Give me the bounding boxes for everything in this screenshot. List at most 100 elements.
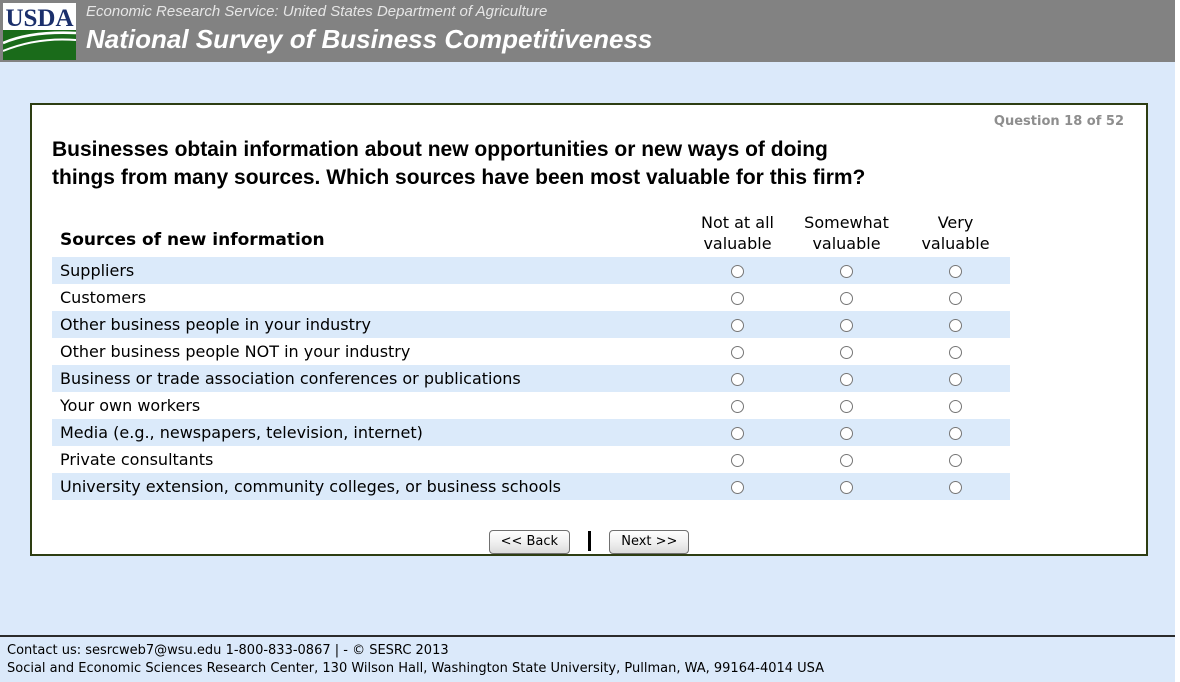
header-banner: USDA Economic Research Service: United S…: [0, 0, 1175, 62]
footer-contact-line: Contact us: sesrcweb7@wsu.edu 1-800-833-…: [7, 642, 1175, 660]
radio-cell: [683, 261, 792, 280]
radio-cell: [901, 369, 1010, 388]
radio-option[interactable]: [949, 373, 962, 386]
table-row-header: Sources of new information: [60, 230, 325, 250]
radio-option[interactable]: [840, 454, 853, 467]
radio-option[interactable]: [949, 265, 962, 278]
navigation-row: << Back Next >>: [52, 530, 1126, 554]
back-button[interactable]: << Back: [488, 530, 571, 554]
radio-cell: [683, 423, 792, 442]
contact-email-link[interactable]: sesrcweb7@wsu.edu: [85, 643, 222, 658]
radio-option[interactable]: [840, 400, 853, 413]
radio-cell: [792, 315, 901, 334]
question-panel: Question 18 of 52 Businesses obtain info…: [30, 103, 1148, 556]
question-text: Businesses obtain information about new …: [52, 136, 1126, 192]
radio-cell: [901, 477, 1010, 496]
table-row: University extension, community colleges…: [52, 473, 1010, 500]
table-row: Suppliers: [52, 257, 1010, 284]
radio-option[interactable]: [949, 346, 962, 359]
column-header-very: Very valuable: [921, 213, 990, 253]
main-area: Question 18 of 52 Businesses obtain info…: [0, 62, 1175, 635]
sources-table: Sources of new information Not at all va…: [52, 209, 1010, 500]
radio-cell: [792, 423, 901, 442]
radio-cell: [792, 477, 901, 496]
contact-suffix: 1-800-833-0867 | - © SESRC 2013: [225, 643, 449, 658]
radio-option[interactable]: [731, 292, 744, 305]
row-label: Customers: [60, 288, 147, 307]
footer-address-line: Social and Economic Sciences Research Ce…: [7, 661, 825, 676]
radio-cell: [792, 369, 901, 388]
column-header-not-at-all: Not at all valuable: [701, 213, 774, 253]
row-label: Business or trade association conference…: [60, 369, 521, 388]
radio-option[interactable]: [731, 427, 744, 440]
survey-title: National Survey of Business Competitiven…: [86, 24, 653, 54]
radio-cell: [683, 342, 792, 361]
radio-option[interactable]: [840, 319, 853, 332]
table-row: Your own workers: [52, 392, 1010, 419]
table-row: Other business people in your industry: [52, 311, 1010, 338]
radio-cell: [792, 450, 901, 469]
radio-cell: [901, 315, 1010, 334]
radio-cell: [683, 396, 792, 415]
header-text: Economic Research Service: United States…: [86, 0, 1175, 56]
radio-option[interactable]: [840, 427, 853, 440]
radio-option[interactable]: [731, 265, 744, 278]
radio-option[interactable]: [840, 481, 853, 494]
radio-option[interactable]: [731, 373, 744, 386]
question-text-line1: Businesses obtain information about new …: [52, 138, 828, 161]
radio-cell: [792, 342, 901, 361]
usda-logo-text: USDA: [5, 5, 73, 32]
radio-option[interactable]: [840, 346, 853, 359]
sources-table-body: Suppliers Customers Other business people …: [52, 257, 1010, 500]
radio-option[interactable]: [949, 481, 962, 494]
button-divider: [588, 530, 592, 551]
radio-cell: [901, 261, 1010, 280]
contact-label: Contact us:: [7, 643, 82, 658]
row-label: University extension, community colleges…: [60, 477, 562, 496]
radio-cell: [683, 477, 792, 496]
row-label: Other business people NOT in your indust…: [60, 342, 411, 361]
radio-option[interactable]: [949, 427, 962, 440]
row-label: Media (e.g., newspapers, television, int…: [60, 423, 423, 442]
row-label: Suppliers: [60, 261, 135, 280]
radio-option[interactable]: [731, 346, 744, 359]
agency-line: Economic Research Service: United States…: [86, 3, 548, 20]
radio-option[interactable]: [840, 265, 853, 278]
table-row: Business or trade association conference…: [52, 365, 1010, 392]
radio-cell: [901, 396, 1010, 415]
radio-cell: [901, 423, 1010, 442]
radio-option[interactable]: [949, 454, 962, 467]
radio-cell: [683, 315, 792, 334]
radio-cell: [792, 396, 901, 415]
radio-cell: [792, 288, 901, 307]
table-row: Media (e.g., newspapers, television, int…: [52, 419, 1010, 446]
row-label: Your own workers: [60, 396, 201, 415]
radio-cell: [683, 288, 792, 307]
radio-cell: [901, 342, 1010, 361]
footer: Contact us: sesrcweb7@wsu.edu 1-800-833-…: [0, 635, 1175, 682]
radio-option[interactable]: [731, 400, 744, 413]
radio-cell: [792, 261, 901, 280]
radio-option[interactable]: [731, 481, 744, 494]
row-label: Private consultants: [60, 450, 214, 469]
radio-option[interactable]: [840, 373, 853, 386]
row-label: Other business people in your industry: [60, 315, 371, 334]
radio-cell: [683, 450, 792, 469]
radio-option[interactable]: [949, 292, 962, 305]
question-counter: Question 18 of 52: [993, 114, 1124, 129]
next-button[interactable]: Next >>: [609, 530, 690, 554]
radio-option[interactable]: [731, 454, 744, 467]
radio-cell: [901, 288, 1010, 307]
usda-logo: USDA: [3, 3, 76, 60]
radio-option[interactable]: [949, 400, 962, 413]
radio-cell: [683, 369, 792, 388]
radio-option[interactable]: [840, 292, 853, 305]
radio-option[interactable]: [949, 319, 962, 332]
column-header-somewhat: Somewhat valuable: [804, 213, 889, 253]
radio-cell: [901, 450, 1010, 469]
table-row: Private consultants: [52, 446, 1010, 473]
table-header-row: Sources of new information Not at all va…: [52, 209, 1010, 257]
radio-option[interactable]: [731, 319, 744, 332]
table-row: Customers: [52, 284, 1010, 311]
